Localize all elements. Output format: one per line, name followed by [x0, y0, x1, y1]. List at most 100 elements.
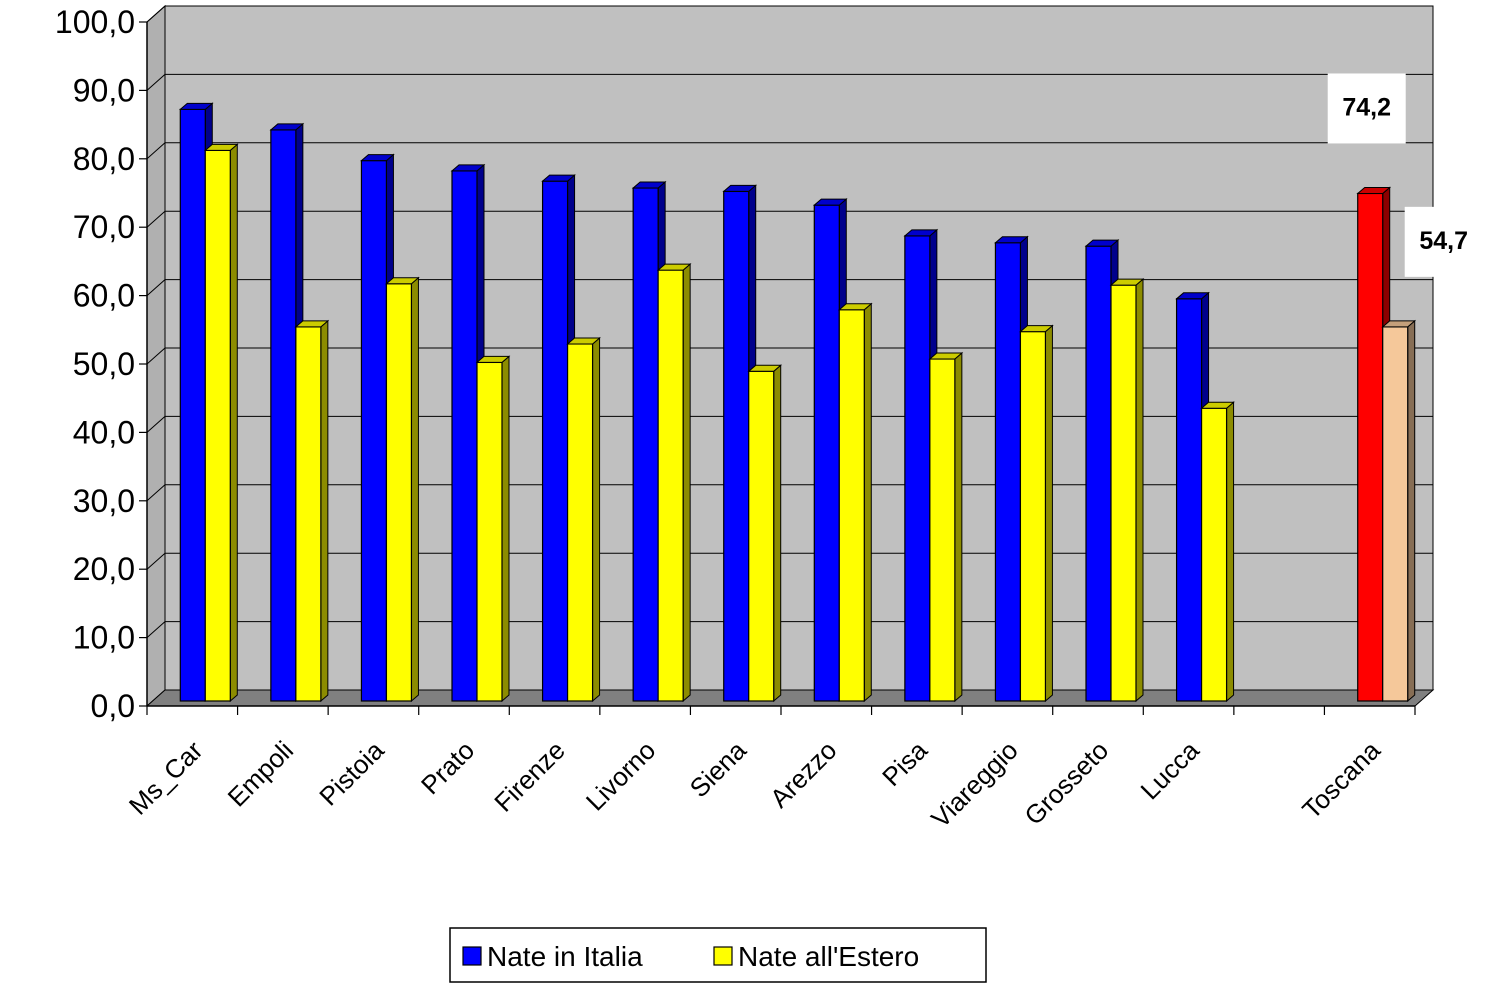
bar-empoli-series-2	[294, 319, 330, 703]
bar-side	[954, 351, 963, 703]
x-tick-label: Pistoia	[313, 735, 390, 812]
x-tick-label: Firenze	[488, 735, 571, 818]
x-tick-label: Arezzo	[764, 735, 842, 813]
bar-front	[994, 242, 1022, 702]
y-tick-label: 40,0	[73, 414, 135, 450]
bar-front	[657, 269, 684, 702]
legend-box	[449, 927, 987, 983]
gridline	[146, 347, 166, 365]
bar-pistoia-series-2	[385, 276, 420, 703]
bar-front	[476, 361, 503, 702]
bar-side	[1135, 278, 1144, 703]
gridline	[146, 279, 166, 296]
bar-top	[1019, 325, 1054, 333]
bar-firenze-series-2	[566, 336, 601, 703]
y-tick-label: 70,0	[73, 209, 135, 245]
bar-top	[1175, 292, 1210, 300]
bar-top	[1109, 278, 1145, 286]
bar-side	[863, 302, 872, 703]
bar-front	[1019, 331, 1047, 702]
y-tick-label: 50,0	[73, 346, 135, 382]
bar-top	[928, 352, 964, 360]
gridline	[146, 210, 166, 228]
bar-top	[178, 102, 214, 110]
gridline	[146, 552, 166, 570]
legend-swatch	[462, 946, 482, 966]
bar-front	[904, 235, 931, 702]
bar-side	[320, 319, 329, 703]
bar-front	[385, 283, 413, 702]
bar-front	[295, 326, 322, 702]
x-tick-label: Ms_Car	[123, 735, 209, 821]
y-tick-label: 10,0	[73, 620, 135, 656]
bar-front	[723, 190, 750, 702]
bar-top	[203, 143, 239, 151]
bar-grosseto-series-2	[1109, 278, 1145, 703]
bar-front	[270, 129, 297, 702]
x-tick-label: Empoli	[222, 735, 299, 812]
bar-front	[1200, 407, 1228, 702]
plot-walls	[145, 4, 1435, 708]
bar-top	[566, 337, 601, 345]
y-tick-label: 100,0	[55, 4, 135, 40]
bar-top	[994, 236, 1029, 244]
bar-front	[929, 358, 956, 702]
bar-top	[812, 198, 848, 206]
bar-front	[204, 149, 231, 702]
bar-top	[475, 355, 511, 363]
bar-side	[773, 364, 782, 703]
axes	[139, 21, 1416, 715]
data-label: 74,2	[1327, 73, 1406, 144]
bar-top	[656, 263, 692, 271]
x-tick-label: Lucca	[1135, 735, 1206, 806]
gridline	[146, 142, 166, 160]
bar-front	[838, 309, 865, 702]
y-tick-label: 60,0	[73, 278, 135, 314]
x-tick-labels: Ms_Car Empoli Pistoia Prato Firenze Livorno Si…	[123, 735, 1386, 834]
bar-front	[632, 187, 659, 702]
gridline	[146, 484, 166, 502]
x-tick-label: Toscana	[1296, 735, 1386, 825]
bar-front	[566, 343, 594, 702]
legend-label: Nate all'Estero	[738, 941, 919, 972]
y-tick-label: 0,0	[91, 688, 135, 724]
bar-top	[1200, 401, 1235, 409]
legend: Nate in Italia Nate all'Estero	[449, 927, 987, 983]
x-tick-label: Viareggio	[925, 735, 1024, 834]
x-tick-label: Siena	[684, 735, 753, 804]
x-tick-label: Grosseto	[1018, 735, 1114, 831]
bar-siena-series-2	[747, 364, 783, 703]
data-label-box	[1327, 73, 1406, 144]
legend-label: Nate in Italia	[487, 941, 643, 972]
bar-pisa-series-2	[928, 351, 964, 703]
bar-front	[813, 204, 840, 702]
y-tick-label: 90,0	[73, 72, 135, 108]
bar-top	[1084, 239, 1120, 247]
bar-prato-series-2	[475, 355, 511, 703]
bar-top	[385, 277, 420, 285]
bar-top	[1356, 186, 1392, 194]
y-tick-label: 30,0	[73, 483, 135, 519]
bar-livorno-series-2	[656, 262, 692, 703]
bar-side	[592, 336, 601, 703]
data-label: 54,7	[1404, 206, 1483, 277]
x-tick-label: Pisa	[876, 735, 933, 792]
bar-front	[1357, 192, 1384, 702]
bar-front	[451, 170, 478, 702]
bar-ms-car-series-2	[203, 143, 239, 703]
legend-swatch	[713, 946, 733, 966]
floor	[145, 689, 1435, 707]
bar-front	[1382, 326, 1409, 702]
bar-side	[1226, 401, 1235, 703]
bar-front	[179, 108, 206, 702]
y-tick-labels: 0,0 10,0 20,0 30,0 40,0 50,0 60,0 70,0 80,0 90,0 1…	[55, 4, 135, 724]
y-tick-label: 80,0	[73, 141, 135, 177]
bar-top	[837, 303, 873, 311]
data-label-text: 74,2	[1342, 93, 1391, 121]
bar-side	[1044, 324, 1053, 703]
bars	[178, 102, 1417, 703]
gridline	[146, 74, 166, 91]
bar-lucca-series-2	[1200, 401, 1235, 703]
gridline	[146, 416, 166, 433]
bar-top	[541, 174, 576, 182]
